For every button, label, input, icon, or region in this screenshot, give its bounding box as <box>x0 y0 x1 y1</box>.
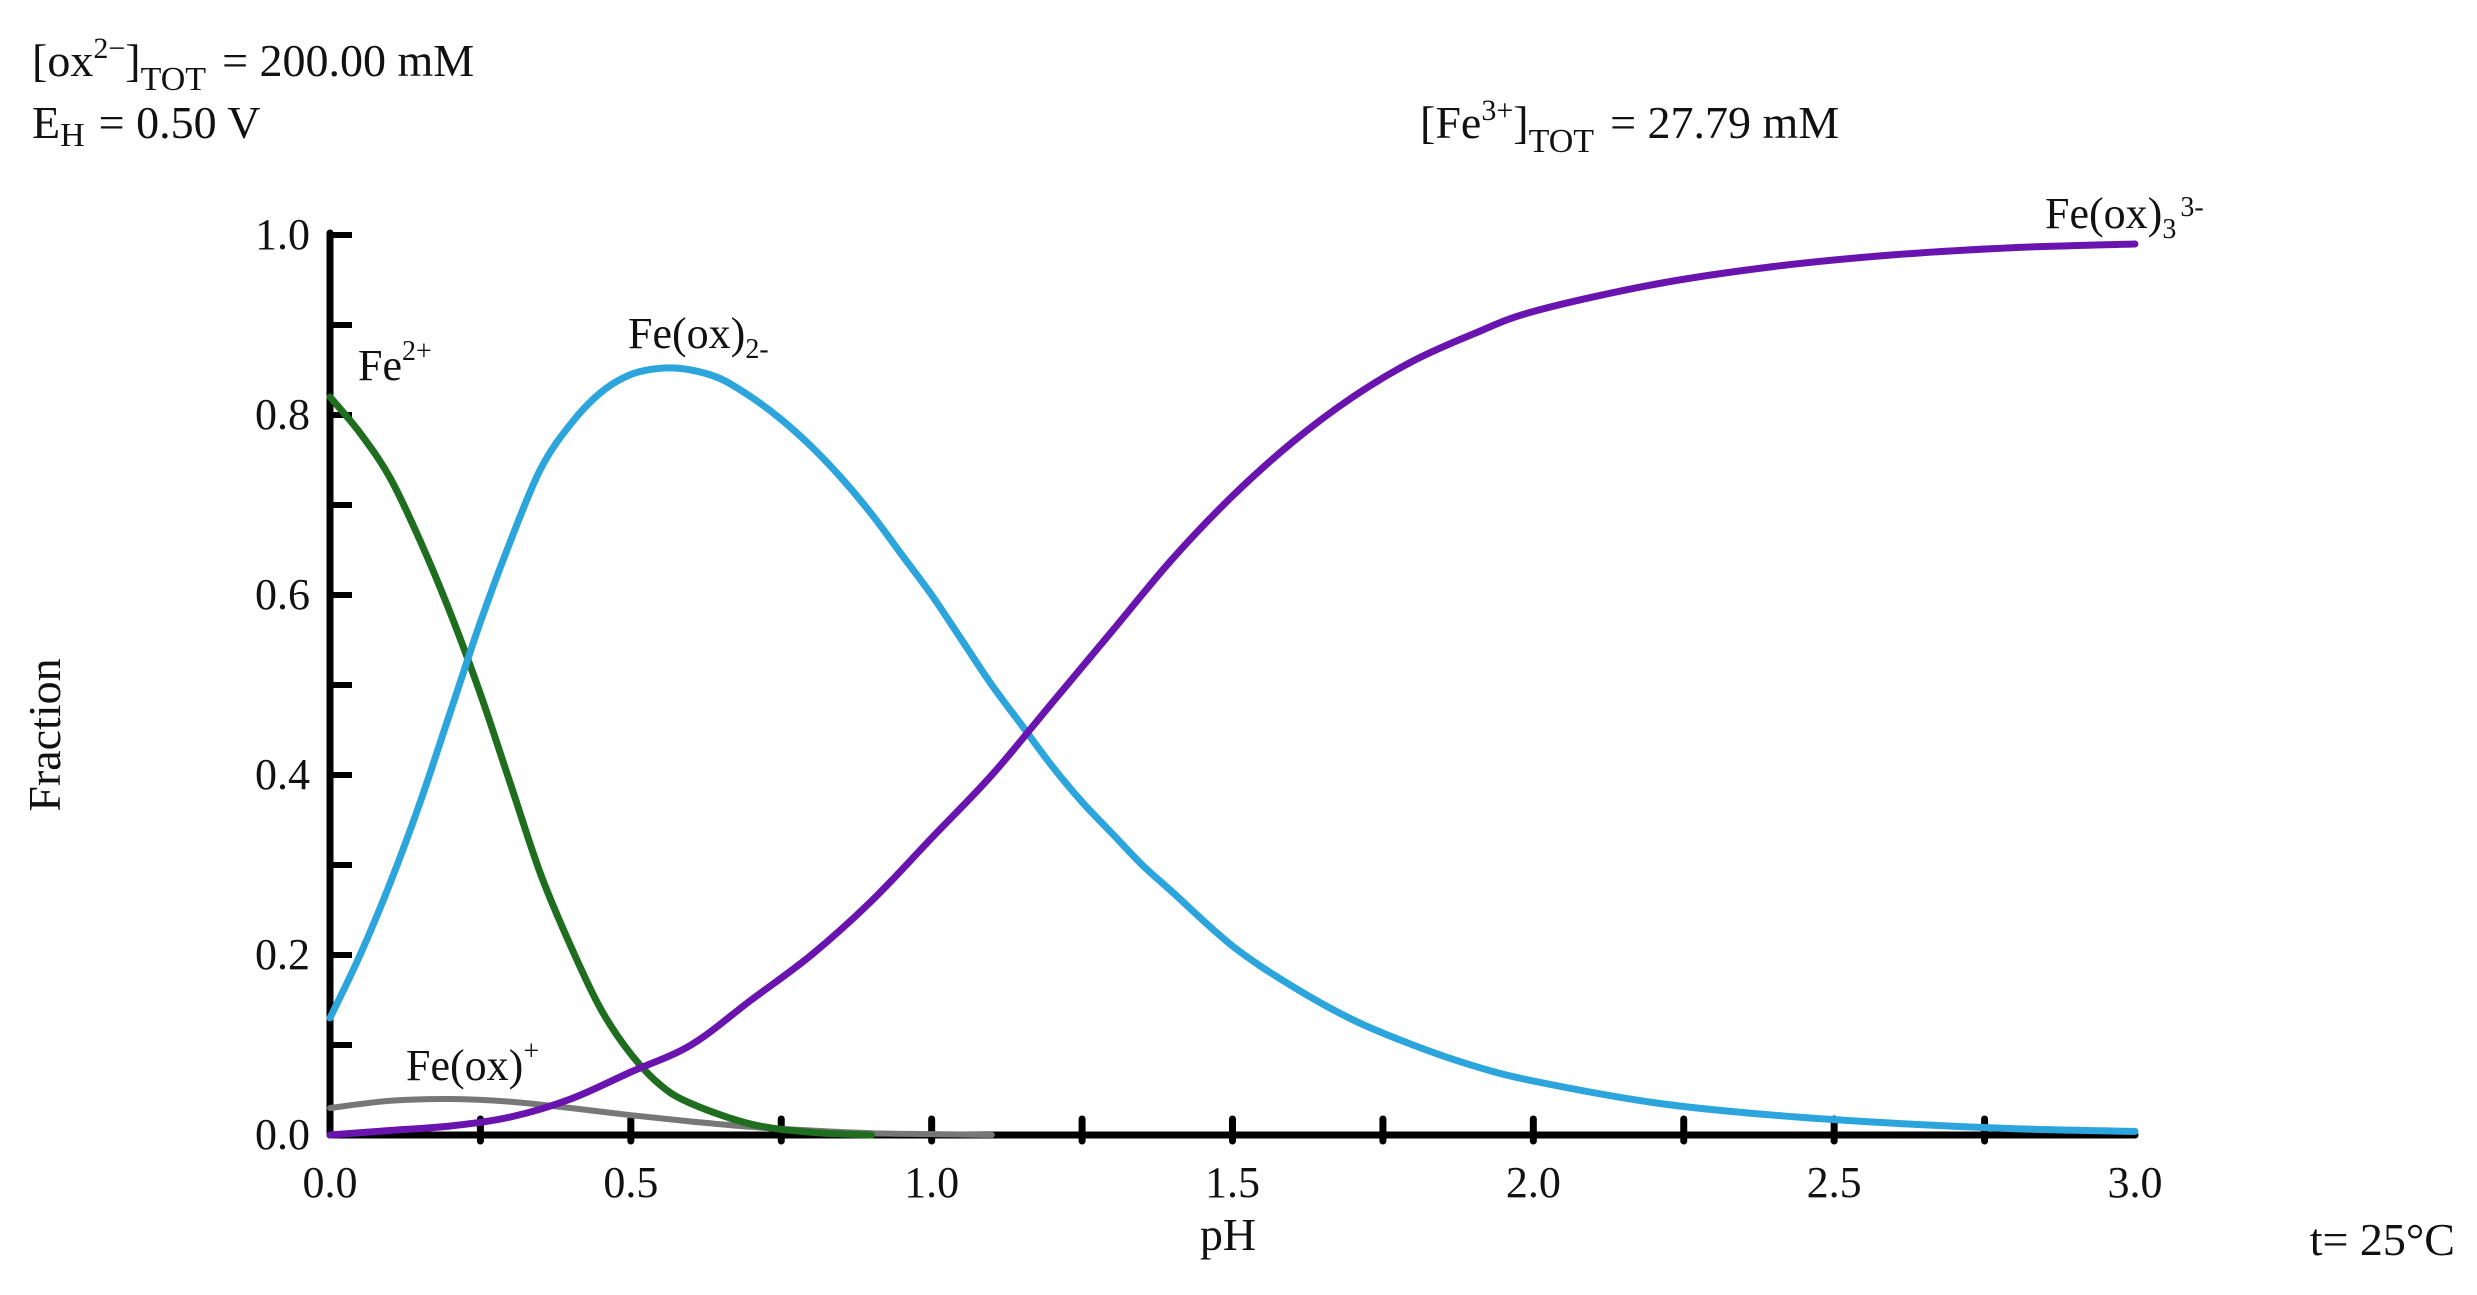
series-layer <box>326 240 2139 1139</box>
fe-total-label: [Fe <box>1420 97 1481 148</box>
fe-total-sup: 3+ <box>1481 94 1513 127</box>
ox-total-label: [ox <box>32 35 93 86</box>
series-label-feoxplus: Fe(ox)+ <box>406 1036 539 1090</box>
x-tick-label: 3.0 <box>2108 1158 2163 1207</box>
x-tick-label: 0.5 <box>603 1158 658 1207</box>
series-fe-ox-2minus-line <box>326 364 2139 1135</box>
eh-sub: H <box>60 117 85 154</box>
x-tick-label: 1.5 <box>1205 1158 1260 1207</box>
y-axis-title: Fraction <box>19 658 70 811</box>
series-label-feox2: Fe(ox)2- <box>628 309 769 365</box>
series-fe-ox-3-3minus-line <box>326 240 2139 1139</box>
y-tick-label: 0.6 <box>255 570 310 619</box>
y-ticks: 0.0 0.2 0.4 0.6 0.8 1.0 <box>255 210 352 1159</box>
fe-total-value: = 27.79 mM <box>1610 97 1839 148</box>
series-fe-ox-plus-line <box>327 1095 995 1138</box>
ox-total-annotation: [ox2−]TOT = 200.00 mM <box>32 32 474 98</box>
y-tick-label: 0.0 <box>255 1110 310 1159</box>
x-tick-label: 2.0 <box>1506 1158 1561 1207</box>
x-tick-label: 2.5 <box>1807 1158 1862 1207</box>
y-tick-label: 1.0 <box>255 210 310 259</box>
series-label-fe2plus: Fe2+ <box>358 336 432 390</box>
ox-total-sup: 2− <box>93 32 125 65</box>
axes <box>326 229 2139 1139</box>
series-fe2plus-line <box>326 393 875 1139</box>
series-label-feox3: Fe(ox)33- <box>2045 189 2204 245</box>
temperature-label: t= 25°C <box>2310 1214 2455 1265</box>
ox-total-value: = 200.00 mM <box>222 35 474 86</box>
x-ticks: 0.0 0.5 1.0 1.5 2.0 2.5 3.0 <box>303 1115 2163 1207</box>
series-labels: Fe2+ Fe(ox)2- Fe(ox)33- Fe(ox)+ <box>358 189 2204 1090</box>
x-tick-label: 1.0 <box>904 1158 959 1207</box>
fe-total-annotation: [Fe3+]TOT = 27.79 mM <box>1420 94 1839 160</box>
y-tick-label: 0.2 <box>255 930 310 979</box>
ox-total-sub: TOT <box>141 61 207 98</box>
x-tick-label: 0.0 <box>303 1158 358 1207</box>
fe-total-sub: TOT <box>1529 123 1595 160</box>
y-tick-label: 0.8 <box>255 390 310 439</box>
y-tick-label: 0.4 <box>255 750 310 799</box>
eh-value: = 0.50 V <box>99 97 261 148</box>
eh-label: E <box>32 97 60 148</box>
eh-annotation: EH = 0.50 V <box>32 97 261 154</box>
x-axis-title: pH <box>1200 1209 1256 1260</box>
